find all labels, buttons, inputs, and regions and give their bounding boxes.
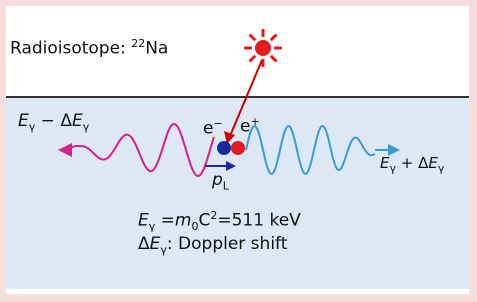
equation: Eγ =m0C2=511 keV (138, 210, 301, 232)
note: ΔEγ: Doppler shift (138, 236, 287, 255)
mass-number: 22 (131, 37, 145, 50)
symbol: E (138, 211, 149, 231)
equals: = (155, 211, 175, 231)
positron (231, 141, 245, 155)
left-photon-label: Eγ − ΔEγ (18, 113, 89, 132)
diagram: Radioisotope: 22Na Eγ − ΔEγ e− e+ pL Eγ … (0, 0, 477, 302)
charge: − (213, 117, 222, 130)
text: : Doppler shift (167, 234, 288, 254)
index: γ (438, 162, 445, 175)
symbol: e (240, 117, 250, 137)
element: Na (145, 39, 168, 59)
source-icon (244, 29, 282, 67)
symbol: E (150, 234, 161, 254)
symbol: E (428, 154, 437, 172)
mass: m (175, 211, 192, 231)
electron-label: e− (203, 118, 223, 138)
header: Radioisotope: 22Na (10, 38, 168, 58)
light: C (198, 211, 210, 231)
electron (217, 141, 231, 155)
value: =511 keV (217, 211, 300, 231)
operator: + Δ (396, 154, 428, 172)
operator: − Δ (35, 111, 72, 131)
prefix: Δ (138, 234, 150, 254)
symbol: p (212, 170, 223, 190)
symbol: E (18, 111, 29, 131)
charge: + (250, 115, 259, 128)
symbol: E (72, 111, 83, 131)
index: L (223, 179, 229, 192)
index: γ (83, 120, 90, 133)
symbol: e (203, 119, 213, 139)
header-text: Radioisotope: (10, 39, 131, 59)
positron-label: e+ (240, 116, 260, 136)
momentum-label: pL (212, 172, 229, 191)
right-photon-label: Eγ + ΔEγ (380, 156, 444, 174)
core (255, 40, 271, 56)
